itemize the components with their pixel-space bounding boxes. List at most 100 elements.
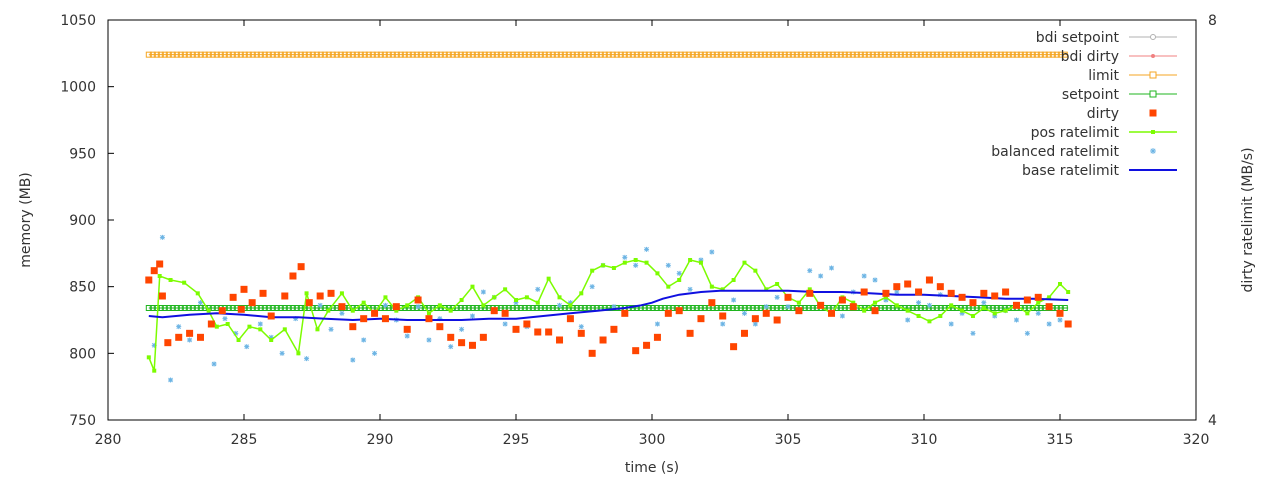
- balanced-ratelimit-point: [1035, 310, 1041, 316]
- pos-ratelimit-point: [258, 327, 263, 332]
- setpoint-marker: [549, 305, 556, 311]
- setpoint-marker: [265, 305, 272, 311]
- dirty-point: [991, 292, 999, 300]
- setpoint-marker: [537, 305, 544, 311]
- limit-marker: [197, 51, 204, 58]
- setpoint-marker: [733, 305, 740, 311]
- setpoint-marker: [425, 305, 432, 311]
- limit-marker: [693, 51, 700, 58]
- setpoint-marker: [689, 305, 696, 311]
- balanced-ratelimit-point: [872, 277, 878, 283]
- setpoint-marker: [837, 305, 844, 311]
- dirty-point: [719, 312, 727, 320]
- limit-marker: [785, 51, 792, 58]
- legend-marker: [1149, 71, 1157, 79]
- setpoint-marker: [777, 305, 784, 311]
- pos-ratelimit-point: [282, 327, 287, 332]
- legend-marker: [1150, 34, 1156, 40]
- pos-ratelimit-point: [206, 308, 211, 313]
- setpoint-marker: [961, 305, 968, 311]
- balanced-ratelimit-point: [459, 326, 465, 332]
- dirty-point: [186, 329, 194, 337]
- setpoint-marker: [909, 305, 916, 311]
- balanced-ratelimit-point: [557, 302, 563, 308]
- pos-ratelimit-point: [546, 276, 551, 281]
- dirty-point: [643, 341, 651, 349]
- dirty-point: [762, 309, 770, 317]
- setpoint-marker: [569, 305, 576, 311]
- limit-marker: [1061, 51, 1068, 58]
- dirty-point: [784, 293, 792, 301]
- pos-ratelimit-point: [383, 295, 388, 300]
- limit-marker: [781, 51, 788, 58]
- dirty-point: [512, 325, 520, 333]
- balanced-ratelimit-point: [970, 330, 976, 336]
- limit-marker: [941, 51, 948, 58]
- legend-label: bdi dirty: [1061, 49, 1119, 65]
- x-axis-label: time (s): [625, 460, 679, 476]
- setpoint-marker: [773, 305, 780, 311]
- x-tick-label: 320: [1183, 432, 1210, 448]
- y-tick-label: 1000: [60, 80, 96, 96]
- setpoint-marker: [469, 305, 476, 311]
- pos-ratelimit-point: [481, 303, 486, 308]
- limit-marker: [189, 51, 196, 58]
- legend-label: dirty: [1087, 106, 1119, 122]
- dirty-point: [1002, 288, 1010, 296]
- limit-marker: [805, 51, 812, 58]
- limit-marker: [505, 51, 512, 58]
- setpoint-marker: [449, 305, 456, 311]
- setpoint-marker: [545, 305, 552, 311]
- dirty-point: [145, 276, 153, 284]
- limit-marker: [949, 51, 956, 58]
- dirty-point: [490, 307, 498, 315]
- limit-marker: [353, 51, 360, 58]
- balanced-ratelimit-point: [948, 321, 954, 327]
- limit-marker: [681, 51, 688, 58]
- limit-marker: [289, 51, 296, 58]
- limit-marker: [445, 51, 452, 58]
- setpoint-marker: [281, 305, 288, 311]
- setpoint-marker: [581, 305, 588, 311]
- limit-marker: [881, 51, 888, 58]
- limit-marker: [161, 51, 168, 58]
- limit-marker: [349, 51, 356, 58]
- limit-marker: [473, 51, 480, 58]
- dirty-point: [795, 307, 803, 315]
- dirty-point: [556, 336, 564, 344]
- setpoint-marker: [857, 305, 864, 311]
- setpoint-marker: [189, 305, 196, 311]
- limit-marker: [1049, 51, 1056, 58]
- dirty-point: [751, 315, 759, 323]
- balanced-ratelimit-point: [1024, 330, 1030, 336]
- limit-marker: [741, 51, 748, 58]
- limit-marker: [401, 51, 408, 58]
- limit-marker: [237, 51, 244, 58]
- limit-marker: [309, 51, 316, 58]
- limit-marker: [517, 51, 524, 58]
- limit-marker: [977, 51, 984, 58]
- dirty-point: [248, 299, 256, 307]
- limit-marker: [661, 51, 668, 58]
- limit-marker: [273, 51, 280, 58]
- limit-marker: [921, 51, 928, 58]
- setpoint-marker: [273, 305, 280, 311]
- limit-marker: [169, 51, 176, 58]
- setpoint-marker: [261, 305, 268, 311]
- limit-marker: [297, 51, 304, 58]
- limit-marker: [221, 51, 228, 58]
- dirty-point: [175, 333, 183, 341]
- dirty-point: [838, 296, 846, 304]
- limit-marker: [705, 51, 712, 58]
- limit-marker: [933, 51, 940, 58]
- limit-marker: [1057, 51, 1064, 58]
- setpoint-marker: [277, 305, 284, 311]
- pos-ratelimit-point: [405, 303, 410, 308]
- setpoint-marker: [577, 305, 584, 311]
- dirty-point: [164, 339, 172, 347]
- limit-marker: [929, 51, 936, 58]
- limit-marker: [701, 51, 708, 58]
- pos-ratelimit-point: [731, 278, 736, 282]
- pos-ratelimit-point: [775, 282, 780, 286]
- setpoint-marker: [713, 305, 720, 311]
